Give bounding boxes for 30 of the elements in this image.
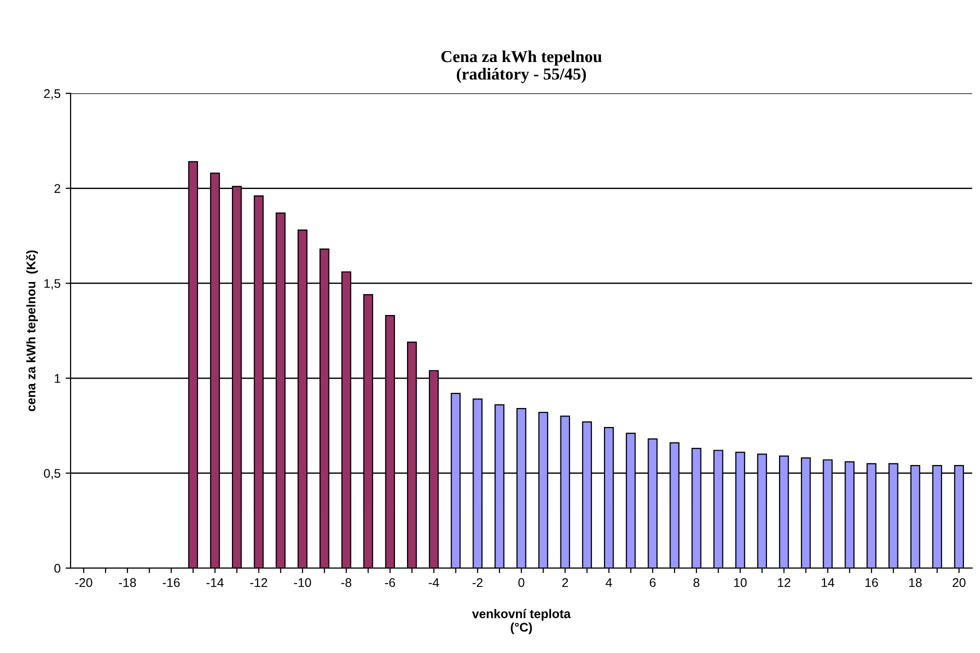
x-tick-label: 8 bbox=[693, 578, 700, 588]
x-tick-label: -10 bbox=[294, 578, 312, 588]
x-tick-label: -4 bbox=[428, 578, 440, 587]
y-axis-title: cena za kWh tepelnou (Kč) bbox=[26, 250, 38, 412]
x-tick-label: 10 bbox=[734, 578, 747, 588]
x-tick-label: -18 bbox=[118, 578, 136, 588]
y-tick-label: 2,5 bbox=[44, 89, 60, 100]
x-tick-label: 14 bbox=[822, 578, 834, 587]
chart-title: Cena za kWh tepelnou (radiátory - 55/45) bbox=[441, 50, 602, 84]
y-tick-label: 1 bbox=[54, 374, 60, 383]
x-tick-label: 18 bbox=[909, 578, 922, 588]
x-tick-label: -2 bbox=[472, 578, 483, 587]
x-tick-label: 6 bbox=[650, 578, 656, 588]
x-tick-label: -12 bbox=[250, 578, 268, 587]
x-tick-label: 2 bbox=[562, 578, 568, 587]
x-tick-label: 16 bbox=[866, 578, 878, 588]
y-tick-label: 2 bbox=[54, 184, 60, 193]
x-tick-label: -20 bbox=[75, 578, 92, 588]
y-tick-label: 1,5 bbox=[44, 279, 60, 290]
y-tick-label: 0 bbox=[54, 564, 60, 573]
x-tick-label: -16 bbox=[162, 578, 180, 588]
y-tick-label: 0,5 bbox=[44, 468, 60, 480]
x-tick-label: -8 bbox=[341, 578, 352, 588]
x-tick-label: 12 bbox=[778, 578, 790, 587]
x-tick-label: 4 bbox=[606, 578, 612, 587]
x-tick-label: -14 bbox=[206, 578, 224, 587]
x-tick-label: 20 bbox=[952, 578, 966, 588]
x-tick-label: 0 bbox=[518, 578, 524, 588]
x-axis-title: venkovní teplota (°C) bbox=[472, 608, 571, 634]
x-tick-label: -6 bbox=[385, 578, 396, 588]
